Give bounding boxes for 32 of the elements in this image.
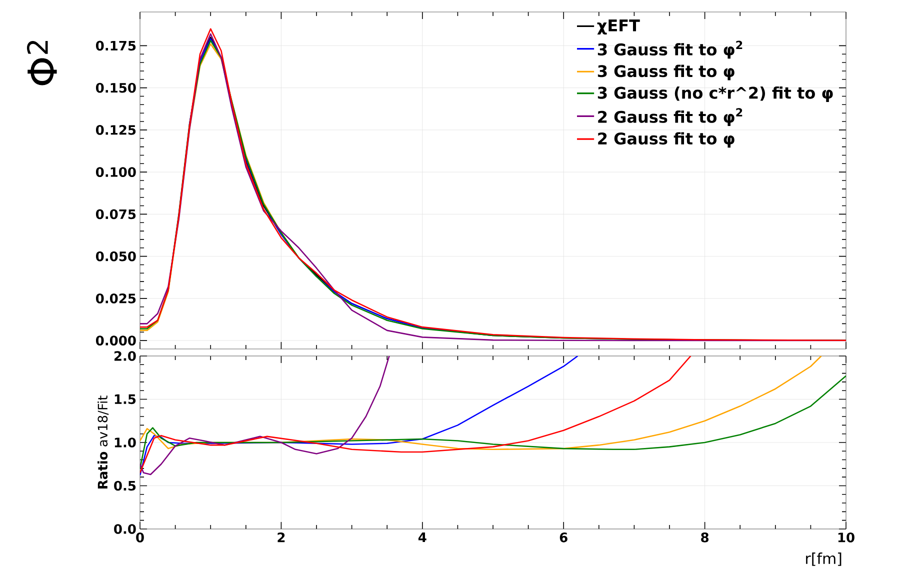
- y-tick-label: 0.100: [96, 167, 136, 177]
- y-axis-title: Ratio av18/Fit: [97, 396, 109, 488]
- y-tick-label: 0.5: [114, 480, 136, 491]
- y-tick-label: 0.000: [96, 336, 136, 346]
- y-tick-label: 0.050: [96, 251, 136, 262]
- x-tick-label: 6: [560, 532, 568, 542]
- y-tick-label: 0.175: [96, 40, 136, 51]
- legend-label: 2 Gauss fit to φ: [598, 132, 734, 148]
- x-tick-label: 2: [278, 532, 285, 542]
- line-series: [140, 356, 578, 476]
- line-series: [140, 356, 692, 474]
- y-axis-title: Φ$^{2}$: [26, 40, 57, 86]
- legend-label: 3 Gauss fit to φ: [598, 64, 734, 80]
- y-tick-label: 2.0: [114, 351, 136, 361]
- y-tick-label: 1.0: [114, 438, 136, 448]
- y-tick-label: 0.025: [96, 294, 136, 304]
- line-series: [140, 356, 390, 476]
- legend-label: 2 Gauss fit to φ$^{2}$: [598, 108, 742, 126]
- x-tick-label: 10: [838, 532, 854, 542]
- y-tick-label: 0.150: [96, 82, 136, 93]
- legend-label: 3 Gauss fit to φ$^{2}$: [598, 40, 742, 59]
- legend-label: χEFT: [597, 20, 640, 35]
- legend-label: 3 Gauss (no c*r^2) fit to φ: [598, 86, 833, 102]
- x-axis-title: r[fm]: [806, 552, 842, 566]
- y-tick-label: 1.5: [114, 394, 136, 404]
- x-tick-label: 4: [418, 532, 426, 542]
- x-tick-label: 8: [701, 532, 709, 542]
- y-tick-label: 0.0: [114, 524, 136, 534]
- x-tick-label: 0: [136, 532, 144, 542]
- y-tick-label: 0.125: [96, 125, 136, 135]
- y-tick-label: 0.075: [96, 209, 136, 220]
- line-series: [140, 375, 846, 470]
